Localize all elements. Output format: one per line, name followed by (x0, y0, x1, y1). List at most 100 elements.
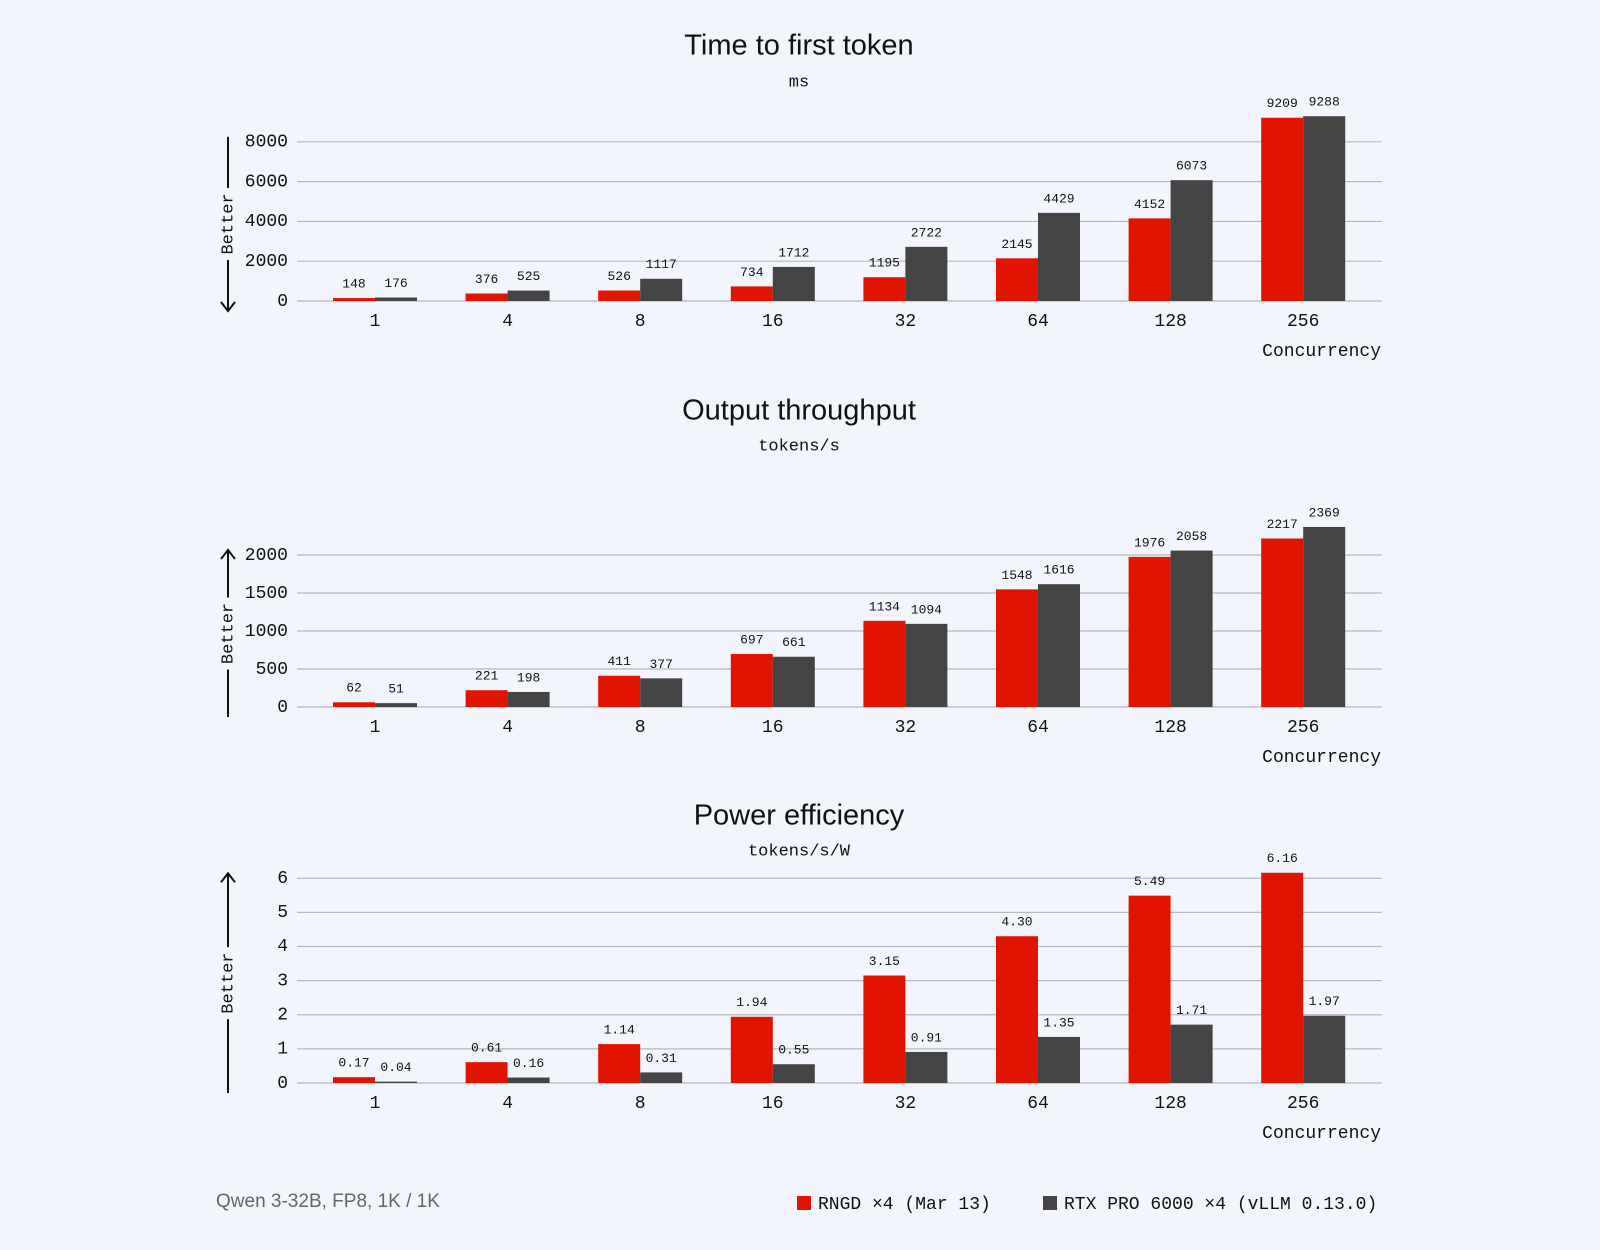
bar (996, 258, 1038, 301)
value-label: 661 (782, 635, 806, 650)
bar (730, 286, 773, 301)
x-tick-label: 64 (1027, 1094, 1049, 1114)
chart-subtitle: ms (789, 73, 809, 92)
y-tick-label: 1 (277, 1040, 288, 1060)
x-tick-label: 32 (895, 718, 917, 738)
bar (1303, 526, 1346, 707)
value-label: 4429 (1043, 191, 1074, 206)
bar (1038, 1036, 1080, 1083)
chart-title: Output throughput (682, 395, 916, 427)
bar (598, 1044, 641, 1083)
y-tick-label: 4 (277, 937, 288, 957)
value-label: 0.16 (513, 1056, 544, 1071)
bar (507, 1077, 550, 1083)
bar (1038, 584, 1080, 707)
value-label: 0.91 (911, 1030, 942, 1045)
bar (375, 297, 417, 301)
arrow-head (220, 871, 236, 883)
x-tick-label: 8 (635, 312, 646, 332)
chart-subtitle: tokens/s/W (748, 842, 851, 861)
bar (996, 936, 1038, 1083)
x-tick-label: 256 (1287, 1094, 1319, 1114)
bar (333, 1077, 375, 1083)
value-label: 1.14 (604, 1023, 635, 1038)
value-label: 1094 (911, 602, 942, 617)
bar (465, 293, 508, 301)
y-tick-label: 6 (277, 869, 288, 889)
chart-title: Time to first token (684, 30, 913, 62)
value-label: 526 (607, 269, 630, 284)
x-tick-label: 16 (762, 718, 784, 738)
y-tick-label: 500 (256, 660, 288, 680)
x-tick-label: 32 (895, 312, 917, 332)
bar (1128, 218, 1171, 301)
chart-title: Power efficiency (694, 800, 905, 832)
better-label: Better (219, 193, 238, 254)
x-tick-label: 128 (1154, 1094, 1186, 1114)
bar (905, 623, 948, 707)
x-tick-label: 4 (502, 312, 513, 332)
x-tick-label: 256 (1287, 718, 1319, 738)
footnote: Qwen 3-32B, FP8, 1K / 1K (216, 1191, 440, 1212)
x-tick-label: 64 (1027, 718, 1049, 738)
value-label: 697 (740, 632, 763, 647)
x-tick-label: 8 (635, 1094, 646, 1114)
bar (863, 975, 906, 1083)
bar (730, 654, 773, 707)
value-label: 9288 (1309, 95, 1340, 110)
value-label: 2058 (1176, 529, 1207, 544)
value-label: 9209 (1267, 96, 1298, 111)
y-tick-label: 1500 (245, 584, 288, 604)
x-tick-label: 64 (1027, 312, 1049, 332)
value-label: 525 (517, 269, 540, 284)
value-label: 4.30 (1001, 915, 1032, 930)
y-tick-label: 0 (277, 292, 288, 312)
bar (375, 1081, 417, 1083)
value-label: 1.94 (736, 995, 767, 1010)
value-label: 734 (740, 265, 764, 280)
bar (1261, 117, 1304, 302)
value-label: 1548 (1001, 568, 1032, 583)
value-label: 0.17 (338, 1056, 369, 1071)
bar (1038, 212, 1080, 301)
value-label: 376 (475, 272, 498, 287)
x-tick-label: 128 (1154, 312, 1186, 332)
y-tick-label: 8000 (245, 133, 288, 153)
value-label: 198 (517, 670, 540, 685)
bar (996, 589, 1038, 707)
value-label: 6.16 (1267, 851, 1298, 866)
x-tick-label: 1 (370, 718, 381, 738)
value-label: 1.97 (1309, 994, 1340, 1009)
bar (1261, 538, 1304, 707)
value-label: 0.55 (778, 1043, 809, 1058)
value-label: 2722 (911, 225, 942, 240)
bar (465, 1062, 508, 1083)
value-label: 1134 (869, 599, 900, 614)
x-tick-label: 4 (502, 718, 513, 738)
x-tick-label: 1 (370, 1094, 381, 1114)
arrow-head (220, 301, 236, 313)
value-label: 0.04 (380, 1060, 411, 1075)
bar (640, 678, 683, 707)
bar (333, 298, 375, 301)
value-label: 2369 (1309, 505, 1340, 520)
value-label: 1976 (1134, 535, 1165, 550)
x-tick-label: 32 (895, 1094, 917, 1114)
x-axis-label: Concurrency (1262, 748, 1381, 768)
bar (1128, 895, 1171, 1083)
bar (905, 1051, 948, 1083)
x-tick-label: 4 (502, 1094, 513, 1114)
y-tick-label: 0 (277, 698, 288, 718)
x-tick-label: 1 (370, 312, 381, 332)
value-label: 2145 (1001, 237, 1032, 252)
value-label: 221 (475, 669, 499, 684)
legend-swatch (1043, 1196, 1057, 1210)
bar (1170, 550, 1213, 707)
value-label: 411 (607, 654, 631, 669)
value-label: 2217 (1267, 517, 1298, 532)
y-tick-label: 1000 (245, 622, 288, 642)
value-label: 5.49 (1134, 874, 1165, 889)
y-tick-label: 6000 (245, 172, 288, 192)
x-tick-label: 16 (762, 312, 784, 332)
y-tick-label: 0 (277, 1074, 288, 1094)
